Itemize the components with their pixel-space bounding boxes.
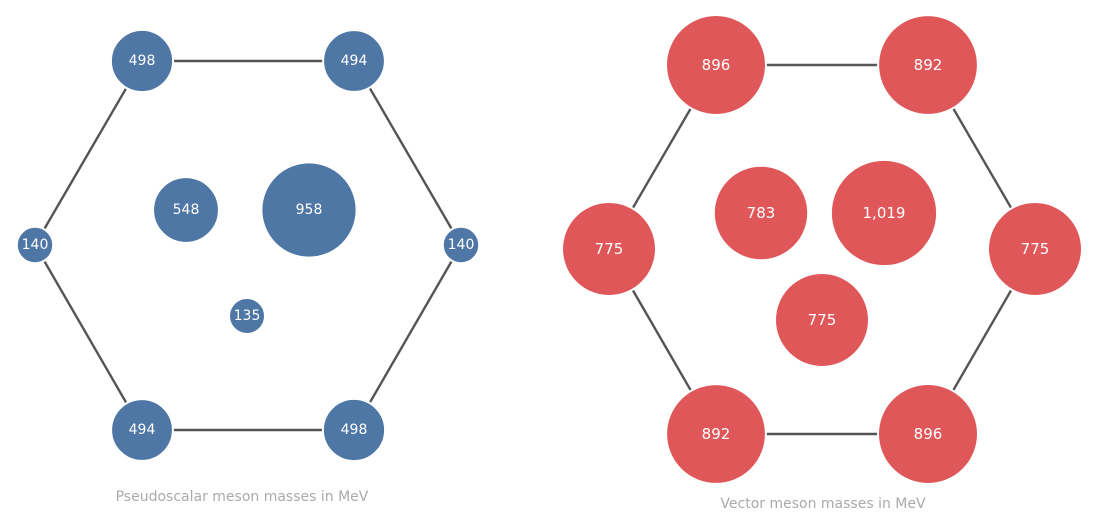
vector-node-top-left-circle: [665, 14, 767, 116]
vector-node-right-label: 775: [1021, 240, 1050, 258]
vector-nodes: 896 892 775 775 892 896 783 1,019 775: [561, 14, 1083, 485]
pseudoscalar-nodes: 498 494 140 140 494 498 548 958 135: [15, 28, 481, 463]
vector-node-center-left-label: 783: [747, 204, 776, 222]
vector-node-center-right-label: 1,019: [863, 204, 906, 222]
vector-node-right-circle: [987, 201, 1083, 297]
pseudoscalar-node-center-right-label: 958: [296, 202, 323, 218]
vector-node-bottom-right-circle: [877, 383, 979, 485]
pseudoscalar-node-center-right: 958: [260, 161, 358, 259]
vector-node-center-bottom: 775: [774, 272, 870, 368]
pseudoscalar-hexagon-edges: [33, 59, 463, 432]
pseudoscalar-node-bottom-left-label: 494: [129, 422, 156, 438]
vector-node-center-right: 1,019: [829, 158, 939, 268]
pseudoscalar-node-left-label: 140: [22, 237, 49, 253]
vector-node-bottom-right: 896: [877, 383, 979, 485]
vector-node-top-right-circle: [877, 14, 979, 116]
vector-node-center-bottom-label: 775: [808, 311, 837, 329]
pseudoscalar-node-center-left-label: 548: [173, 202, 200, 218]
pseudoscalar-node-bottom-left-circle: [110, 398, 174, 462]
pseudoscalar-edge-left-to-top-left: [33, 59, 144, 247]
vector-node-center-left: 783: [712, 164, 810, 262]
pseudoscalar-node-center-bottom: 135: [228, 297, 266, 335]
vector-node-left-circle: [561, 201, 657, 297]
vector-node-top-right-label: 892: [914, 56, 943, 74]
pseudoscalar-node-top-left-circle: [109, 28, 175, 94]
pseudoscalar-node-bottom-right-circle: [321, 397, 387, 463]
vector-node-bottom-left-label: 892: [702, 425, 731, 443]
vector-node-center-right-circle: [829, 158, 939, 268]
pseudoscalar-node-bottom-left: 494: [110, 398, 174, 462]
vector-node-top-right: 892: [877, 14, 979, 116]
pseudoscalar-node-right-circle: [441, 225, 481, 265]
pseudoscalar-panel: 498 494 140 140 494 498 548 958 135 Pseudoscalar…: [15, 28, 481, 505]
pseudoscalar-node-left: 140: [15, 225, 55, 265]
pseudoscalar-node-bottom-right-label: 498: [341, 422, 368, 438]
vector-node-left: 775: [561, 201, 657, 297]
vector-node-bottom-left-circle: [665, 383, 767, 485]
vector-node-top-left: 896: [665, 14, 767, 116]
pseudoscalar-node-center-left-circle: [152, 176, 220, 244]
pseudoscalar-node-center-right-circle: [260, 161, 358, 259]
pseudoscalar-node-center-left: 548: [152, 176, 220, 244]
pseudoscalar-node-top-left-label: 498: [129, 53, 156, 69]
vector-node-top-left-label: 896: [702, 56, 731, 74]
vector-node-right: 775: [987, 201, 1083, 297]
pseudoscalar-edge-bottom-left-to-left: [33, 243, 144, 432]
pseudoscalar-edge-right-to-bottom-right: [352, 243, 463, 432]
pseudoscalar-node-top-left: 498: [109, 28, 175, 94]
pseudoscalar-edge-top-right-to-right: [352, 59, 463, 247]
pseudoscalar-node-top-right: 494: [322, 29, 386, 93]
pseudoscalar-node-bottom-right: 498: [321, 397, 387, 463]
pseudoscalar-node-left-circle: [15, 225, 55, 265]
pseudoscalar-node-center-bottom-label: 135: [234, 308, 261, 324]
pseudoscalar-node-top-right-label: 494: [341, 53, 368, 69]
vector-caption: Vector meson masses in MeV: [720, 496, 926, 512]
vector-node-bottom-left: 892: [665, 383, 767, 485]
pseudoscalar-node-right-label: 140: [448, 237, 475, 253]
pseudoscalar-node-top-right-circle: [322, 29, 386, 93]
vector-node-left-label: 775: [595, 240, 624, 258]
vector-hexagon-edges: [607, 63, 1037, 436]
vector-node-center-left-circle: [712, 164, 810, 262]
vector-node-bottom-right-label: 896: [914, 425, 943, 443]
pseudoscalar-node-right: 140: [441, 225, 481, 265]
vector-panel: 896 892 775 775 892 896 783 1,019 775 Vector mes…: [561, 14, 1083, 512]
pseudoscalar-caption: Pseudoscalar meson masses in MeV: [116, 489, 369, 505]
pseudoscalar-node-center-bottom-circle: [228, 297, 266, 335]
vector-node-center-bottom-circle: [774, 272, 870, 368]
